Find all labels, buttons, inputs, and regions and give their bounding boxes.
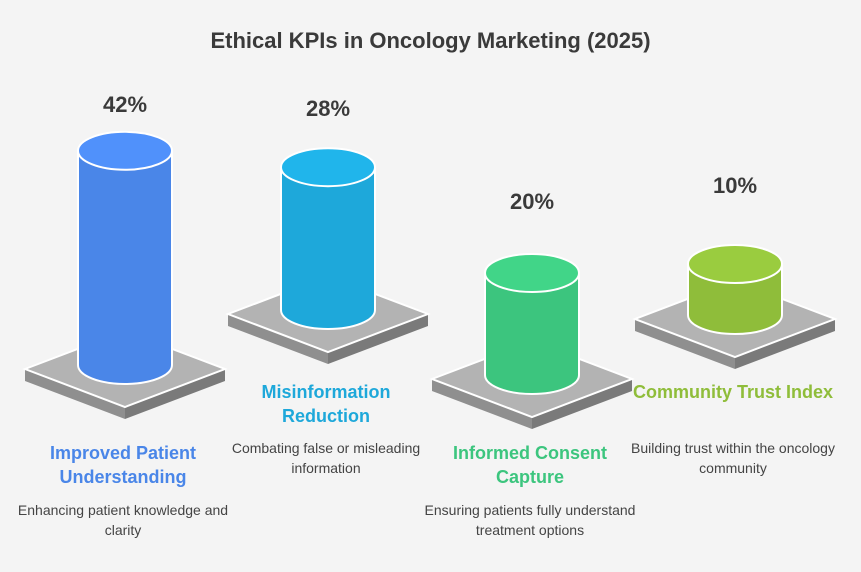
kpi-label-community-trust: Community Trust Index (632, 382, 834, 402)
kpi-description: Ensuring patients fully understand treat… (424, 502, 636, 538)
kpi-label-informed-consent: Informed Consent Capture (452, 443, 607, 487)
chart-title: Ethical KPIs in Oncology Marketing (2025… (210, 28, 651, 53)
bar-cylinder (280, 166, 376, 330)
bar-cylinder-top (77, 130, 173, 171)
platform-side (432, 379, 532, 429)
value-label: 10% (712, 173, 758, 198)
value-label: 28% (305, 96, 351, 121)
platform-side (532, 379, 632, 429)
bar-cylinder (77, 149, 173, 385)
kpi-description: Combating false or misleading informatio… (231, 440, 421, 476)
bar-cylinder-top (280, 147, 376, 188)
platform-side (125, 369, 225, 419)
platform-side (635, 319, 735, 369)
kpi-label-patient-understanding: Improved Patient Understanding (49, 443, 197, 487)
platform-side (735, 319, 835, 369)
bar-cylinder-top (484, 253, 580, 293)
value-label: 20% (509, 189, 555, 214)
value-label: 42% (102, 92, 148, 117)
platform-side (328, 314, 428, 364)
bar-cylinder-top (687, 244, 783, 284)
bar-cylinder (484, 272, 580, 395)
kpi-description: Enhancing patient knowledge and clarity (17, 502, 229, 538)
kpi-description: Building trust within the oncology commu… (631, 440, 835, 476)
platform-side (228, 314, 328, 364)
kpi-label-misinformation-reduction: Misinformation Reduction (261, 382, 391, 426)
platform-side (25, 369, 125, 419)
